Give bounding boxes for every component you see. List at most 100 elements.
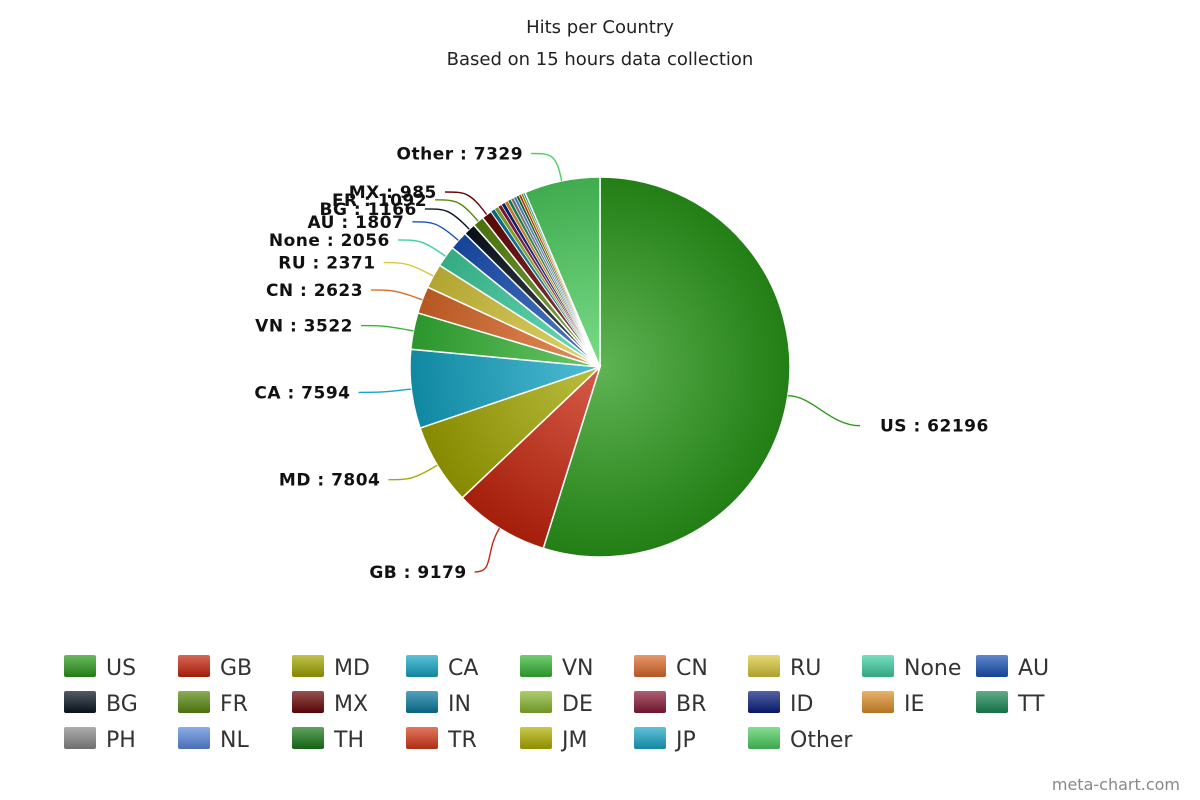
- legend-label-nl: NL: [220, 728, 249, 753]
- legend-item-ca[interactable]: CA: [406, 655, 478, 681]
- legend-item-jp[interactable]: JP: [634, 727, 696, 753]
- slice-label-cn: CN : 2623: [266, 281, 363, 301]
- leader-vn: [360, 324, 414, 332]
- legend-label-ru: RU: [790, 656, 821, 681]
- legend-item-bg[interactable]: BG: [64, 691, 138, 717]
- slice-label-md: MD : 7804: [279, 471, 380, 491]
- leader-none: [397, 239, 447, 257]
- legend-label-none: None: [904, 656, 961, 681]
- legend-swatch-none: [862, 655, 894, 677]
- legend-item-fr[interactable]: FR: [178, 691, 248, 717]
- legend-item-jm[interactable]: JM: [520, 727, 587, 753]
- legend-label-bg: BG: [106, 692, 138, 717]
- legend-swatch-au: [976, 655, 1008, 677]
- legend-swatch-other: [748, 727, 780, 749]
- legend: US GB MD CA VN CN RU None AU BG FR MX IN DE BR ID IE TT PH…: [64, 655, 1049, 753]
- slice-label-gb: GB : 9179: [369, 563, 466, 583]
- legend-swatch-de: [520, 691, 552, 713]
- leader-bg: [424, 208, 470, 230]
- leader-md: [388, 464, 438, 481]
- legend-label-gb: GB: [220, 656, 252, 681]
- legend-label-au: AU: [1018, 656, 1049, 681]
- slice-label-other: Other : 7329: [397, 145, 524, 165]
- legend-item-cn[interactable]: CN: [634, 655, 708, 681]
- legend-swatch-gb: [178, 655, 210, 677]
- legend-item-id[interactable]: ID: [748, 691, 813, 717]
- legend-item-ie[interactable]: IE: [862, 691, 924, 717]
- leader-fr: [435, 199, 479, 222]
- legend-label-ie: IE: [904, 692, 924, 717]
- leader-cn: [371, 289, 423, 301]
- legend-swatch-vn: [520, 655, 552, 677]
- legend-item-tt[interactable]: TT: [976, 691, 1045, 717]
- legend-item-br[interactable]: BR: [634, 691, 706, 717]
- legend-label-jp: JP: [674, 728, 696, 753]
- legend-item-nl[interactable]: NL: [178, 727, 249, 753]
- slice-labels: US : 62196 GB : 9179 MD : 7804 CA : 7594 VN …: [254, 145, 988, 584]
- legend-item-th[interactable]: TH: [292, 727, 364, 753]
- legend-label-th: TH: [333, 728, 364, 753]
- leader-us: [787, 395, 861, 427]
- legend-item-other[interactable]: Other: [748, 727, 853, 753]
- legend-item-gb[interactable]: GB: [178, 655, 252, 681]
- slice-other: [523, 176, 601, 368]
- legend-item-in[interactable]: IN: [406, 691, 471, 717]
- leader-mx: [444, 191, 488, 215]
- legend-item-au[interactable]: AU: [976, 655, 1049, 681]
- slice-label-fr: FR : 1092: [332, 191, 427, 211]
- legend-item-ph[interactable]: PH: [64, 727, 136, 753]
- legend-swatch-ie: [862, 691, 894, 713]
- legend-swatch-in: [406, 691, 438, 713]
- legend-label-de: DE: [562, 692, 593, 717]
- legend-item-md[interactable]: MD: [292, 655, 370, 681]
- legend-label-other: Other: [790, 728, 853, 753]
- slice-label-bg: BG : 1166: [320, 200, 417, 220]
- slice-label-none: None : 2056: [269, 231, 390, 251]
- slice-label-mx: MX : 985: [349, 183, 437, 203]
- slice-label-ru: RU : 2371: [278, 254, 375, 274]
- chart-subtitle: Based on 15 hours data collection: [447, 49, 754, 70]
- leader-other: [531, 152, 563, 182]
- leader-ca: [358, 388, 412, 394]
- legend-label-br: BR: [676, 692, 706, 717]
- credit-text: meta-chart.com: [1052, 775, 1180, 794]
- legend-label-ph: PH: [106, 728, 136, 753]
- legend-item-de[interactable]: DE: [520, 691, 593, 717]
- slice-us: [542, 176, 791, 558]
- leader-lines: [358, 152, 861, 573]
- legend-item-none[interactable]: None: [862, 655, 961, 681]
- legend-swatch-bg: [64, 691, 96, 713]
- legend-label-ca: CA: [448, 656, 478, 681]
- legend-swatch-id: [748, 691, 780, 713]
- leader-au: [412, 221, 459, 241]
- legend-swatch-th: [292, 727, 324, 749]
- slice-gb: [461, 364, 602, 550]
- legend-label-in: IN: [448, 692, 471, 717]
- legend-swatch-jm: [520, 727, 552, 749]
- legend-swatch-mx: [292, 691, 324, 713]
- leader-ru: [383, 261, 434, 277]
- slice-label-ca: CA : 7594: [254, 383, 350, 403]
- legend-label-tt: TT: [1017, 692, 1045, 717]
- legend-item-vn[interactable]: VN: [520, 655, 594, 681]
- legend-swatch-us: [64, 655, 96, 677]
- legend-item-mx[interactable]: MX: [292, 691, 368, 717]
- legend-label-fr: FR: [220, 692, 248, 717]
- slice-label-au: AU : 1807: [308, 213, 405, 233]
- legend-label-mx: MX: [334, 692, 368, 717]
- legend-label-cn: CN: [676, 656, 708, 681]
- pie-slices: [409, 176, 791, 558]
- legend-item-us[interactable]: US: [64, 655, 136, 681]
- legend-swatch-tr: [406, 727, 438, 749]
- legend-item-ru[interactable]: RU: [748, 655, 821, 681]
- leader-gb: [474, 527, 501, 573]
- legend-swatch-tt: [976, 691, 1008, 713]
- chart-title: Hits per Country: [526, 17, 674, 38]
- legend-swatch-ph: [64, 727, 96, 749]
- slice-label-vn: VN : 3522: [255, 317, 353, 337]
- legend-label-id: ID: [790, 692, 813, 717]
- legend-item-tr[interactable]: TR: [406, 727, 477, 753]
- slice-label-us: US : 62196: [880, 417, 989, 437]
- legend-label-vn: VN: [562, 656, 594, 681]
